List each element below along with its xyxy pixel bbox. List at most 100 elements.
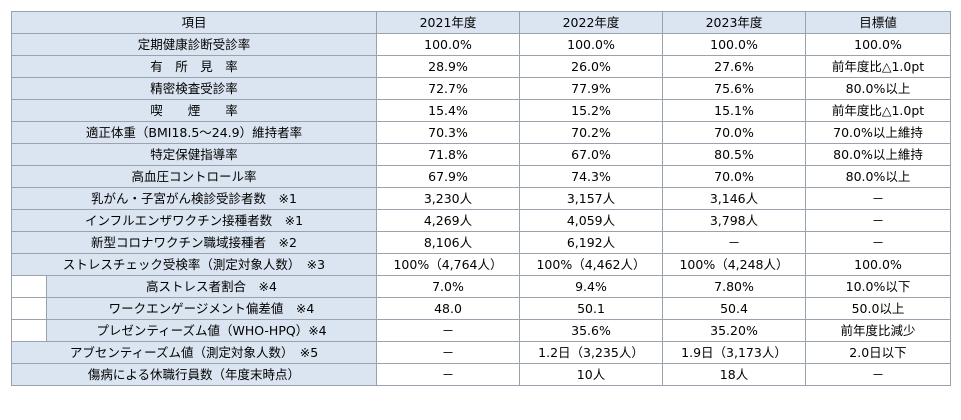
row-item-label: アブセンティーズム値（測定対象人数） ※5 [11,341,377,364]
table-row: 精密検査受診率 72.7% 77.9% 75.6% 80.0%以上 [11,77,951,100]
cell-fy2023: 35.20% [662,319,806,342]
cell-target: － [805,231,951,254]
row-item-label: 高血圧コントロール率 [11,165,377,188]
cell-target: 70.0%以上維持 [805,121,951,144]
cell-fy2021: 3,230人 [376,187,520,210]
kpi-table: 項目 2021年度 2022年度 2023年度 目標値 定期健康診断受診率 10… [11,11,951,386]
cell-fy2023: 3,146人 [662,187,806,210]
table-row: 適正体重（BMI18.5～24.9）維持者率 70.3% 70.2% 70.0%… [11,121,951,144]
table-row: 新型コロナワクチン職域接種者 ※2 8,106人 6,192人 － － [11,231,951,254]
table-row: 高血圧コントロール率 67.9% 74.3% 70.0% 80.0%以上 [11,165,951,188]
cell-fy2023: 18人 [662,363,806,386]
cell-fy2022: 100.0% [519,33,663,56]
cell-fy2022: 35.6% [519,319,663,342]
cell-fy2021: 100%（4,764人） [376,253,520,276]
row-item-label: 傷病による休職行員数（年度末時点） [11,363,377,386]
cell-target: 50.0以上 [805,297,951,320]
cell-target: 前年度比△1.0pt [805,99,951,122]
cell-fy2021: 7.0% [376,275,520,298]
table-row: アブセンティーズム値（測定対象人数） ※5 － 1.2日（3,235人） 1.9… [11,341,951,364]
table-row: 特定保健指導率 71.8% 67.0% 80.5% 80.0%以上維持 [11,143,951,166]
cell-fy2023: 70.0% [662,165,806,188]
cell-fy2023: 15.1% [662,99,806,122]
header-item: 項目 [11,11,377,34]
cell-target: 前年度比減少 [805,319,951,342]
cell-fy2022: 74.3% [519,165,663,188]
row-item-cell: ワークエンゲージメント偏差値 ※4 [11,297,377,320]
table-header-row: 項目 2021年度 2022年度 2023年度 目標値 [11,11,951,34]
table-row-sub: 高ストレス者割合 ※4 7.0% 9.4% 7.80% 10.0%以下 [11,275,951,298]
cell-target: 2.0日以下 [805,341,951,364]
cell-fy2021: 48.0 [376,297,520,320]
cell-fy2021: 8,106人 [376,231,520,254]
row-item-label: ストレスチェック受検率（測定対象人数） ※3 [11,253,377,276]
cell-fy2022: 9.4% [519,275,663,298]
table-row: 定期健康診断受診率 100.0% 100.0% 100.0% 100.0% [11,33,951,56]
cell-target: 80.0%以上 [805,165,951,188]
cell-target: － [805,209,951,232]
cell-fy2023: 1.9日（3,173人） [662,341,806,364]
row-item-label: 適正体重（BMI18.5～24.9）維持者率 [11,121,377,144]
table-row-sub: ワークエンゲージメント偏差値 ※4 48.0 50.1 50.4 50.0以上 [11,297,951,320]
cell-target: － [805,363,951,386]
table-row: 喫 煙 率 15.4% 15.2% 15.1% 前年度比△1.0pt [11,99,951,122]
cell-target: 80.0%以上 [805,77,951,100]
cell-fy2022: 3,157人 [519,187,663,210]
cell-fy2021: 67.9% [376,165,520,188]
table-row: 乳がん・子宮がん検診受診者数 ※1 3,230人 3,157人 3,146人 － [11,187,951,210]
cell-fy2021: － [376,341,520,364]
cell-fy2021: － [376,363,520,386]
cell-target: 前年度比△1.0pt [805,55,951,78]
cell-target: － [805,187,951,210]
cell-fy2022: 15.2% [519,99,663,122]
cell-fy2021: 15.4% [376,99,520,122]
table-row: インフルエンザワクチン接種者数 ※1 4,269人 4,059人 3,798人 … [11,209,951,232]
table-row: ストレスチェック受検率（測定対象人数） ※3 100%（4,764人） 100%… [11,253,951,276]
row-item-label: ワークエンゲージメント偏差値 ※4 [46,298,376,319]
row-item-cell: プレゼンティーズム値（WHO-HPQ）※4 [11,319,377,342]
table-row: 有 所 見 率 28.9% 26.0% 27.6% 前年度比△1.0pt [11,55,951,78]
cell-fy2021: 100.0% [376,33,520,56]
cell-fy2023: 27.6% [662,55,806,78]
row-item-label: 有 所 見 率 [11,55,377,78]
row-item-label: 高ストレス者割合 ※4 [46,276,376,297]
cell-fy2023: 70.0% [662,121,806,144]
cell-fy2022: 70.2% [519,121,663,144]
cell-target: 100.0% [805,253,951,276]
header-fy2022: 2022年度 [519,11,663,34]
header-fy2023: 2023年度 [662,11,806,34]
cell-target: 100.0% [805,33,951,56]
table-row: 傷病による休職行員数（年度末時点） － 10人 18人 － [11,363,951,386]
row-item-label: 特定保健指導率 [11,143,377,166]
cell-fy2023: 75.6% [662,77,806,100]
header-fy2021: 2021年度 [376,11,520,34]
cell-target: 80.0%以上維持 [805,143,951,166]
row-item-cell: 高ストレス者割合 ※4 [11,275,377,298]
cell-fy2023: 7.80% [662,275,806,298]
row-item-label: 定期健康診断受診率 [11,33,377,56]
row-item-label: プレゼンティーズム値（WHO-HPQ）※4 [46,320,376,341]
cell-fy2021: 72.7% [376,77,520,100]
cell-fy2022: 50.1 [519,297,663,320]
cell-fy2021: 70.3% [376,121,520,144]
cell-fy2021: 71.8% [376,143,520,166]
cell-fy2022: 4,059人 [519,209,663,232]
cell-fy2021: － [376,319,520,342]
cell-fy2022: 6,192人 [519,231,663,254]
cell-fy2022: 67.0% [519,143,663,166]
row-item-label: 乳がん・子宮がん検診受診者数 ※1 [11,187,377,210]
row-item-label: 新型コロナワクチン職域接種者 ※2 [11,231,377,254]
row-item-label: 喫 煙 率 [11,99,377,122]
cell-fy2022: 77.9% [519,77,663,100]
row-item-label: 精密検査受診率 [11,77,377,100]
cell-fy2022: 26.0% [519,55,663,78]
cell-fy2021: 4,269人 [376,209,520,232]
cell-fy2023: 80.5% [662,143,806,166]
cell-fy2023: － [662,231,806,254]
cell-fy2023: 100%（4,248人） [662,253,806,276]
cell-fy2022: 1.2日（3,235人） [519,341,663,364]
row-item-label: インフルエンザワクチン接種者数 ※1 [11,209,377,232]
cell-fy2023: 100.0% [662,33,806,56]
cell-fy2022: 10人 [519,363,663,386]
header-target: 目標値 [805,11,951,34]
